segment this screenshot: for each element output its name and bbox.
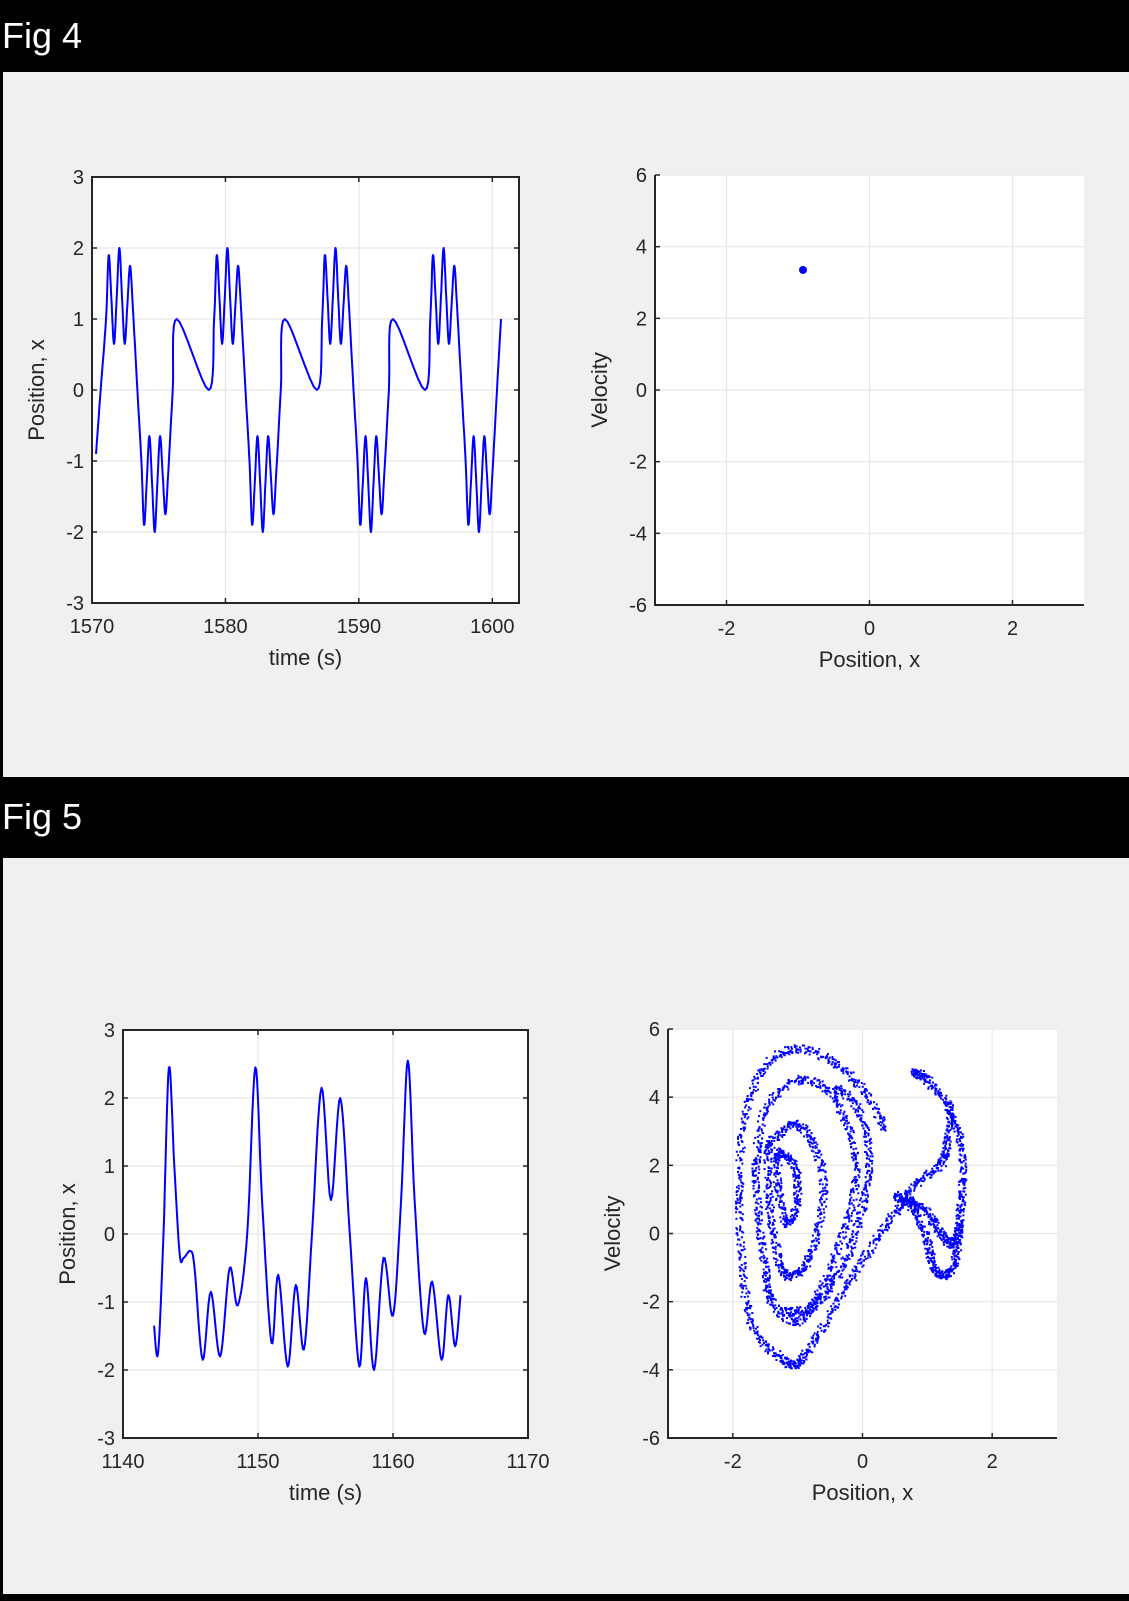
y-tick-label: -4 (642, 1360, 660, 1382)
y-axis-label: Position, x (55, 1183, 80, 1285)
y-tick-label: -2 (97, 1360, 115, 1382)
data-point (799, 265, 808, 274)
y-tick-label: 3 (104, 1020, 115, 1042)
y-tick-label: 6 (649, 1019, 660, 1041)
figure-5-timeseries-plot: 1140 1150 1160 1170 -3 -2 -1 0 1 2 3 time (s) Positi… (55, 1020, 550, 1505)
y-tick-label: 4 (636, 237, 647, 259)
y-axis-label: Velocity (600, 1196, 625, 1272)
x-axis-label: time (s) (269, 645, 342, 670)
y-tick-label: -4 (629, 523, 647, 545)
x-axis-label: time (s) (289, 1480, 362, 1505)
figure-4-header: Fig 4 (0, 0, 1129, 72)
y-tick-label: -1 (97, 1292, 115, 1314)
y-tick-label: 1 (104, 1156, 115, 1178)
x-tick-label: 1140 (101, 1451, 144, 1473)
figure-4-canvas: 1570 1580 1590 1600 -3 -2 -1 0 1 2 3 time (s) Positi… (24, 165, 1084, 672)
y-axis-label: Velocity (587, 352, 612, 428)
y-tick-label: 6 (636, 165, 647, 187)
x-tick-label: 0 (864, 618, 875, 640)
y-tick-label: -2 (629, 452, 647, 474)
x-tick-label: 2 (987, 1451, 998, 1473)
x-tick-label: 2 (1007, 618, 1018, 640)
x-tick-label: -2 (718, 618, 736, 640)
scatter-points (734, 1044, 968, 1370)
x-tick-label: 0 (857, 1451, 868, 1473)
x-tick-label: 1160 (371, 1451, 414, 1473)
data-line (153, 1059, 462, 1371)
figure-4-panel: 1570 1580 1590 1600 -3 -2 -1 0 1 2 3 time (s) Positi… (3, 72, 1129, 777)
x-tick-label: 1580 (203, 616, 248, 638)
y-tick-label: 3 (73, 167, 84, 189)
y-tick-label: -6 (642, 1428, 660, 1450)
figure-5-title: Fig 5 (2, 796, 83, 837)
y-tick-label: 0 (649, 1224, 660, 1246)
y-tick-label: 2 (636, 308, 647, 330)
y-axis-label: Position, x (24, 339, 49, 441)
figure-5-panel: 1140 1150 1160 1170 -3 -2 -1 0 1 2 3 time (s) Positi… (3, 858, 1129, 1594)
figure-5-header: Fig 5 (0, 777, 1129, 858)
y-tick-label: 2 (104, 1088, 115, 1110)
x-tick-label: 1570 (70, 616, 115, 638)
y-tick-label: 2 (73, 238, 84, 260)
x-axis-label: Position, x (812, 1480, 914, 1505)
y-tick-label: -6 (629, 595, 647, 617)
y-tick-label: 0 (73, 380, 84, 402)
x-tick-label: 1170 (506, 1451, 549, 1473)
x-tick-label: 1600 (470, 616, 515, 638)
y-tick-label: -3 (97, 1428, 115, 1450)
y-tick-label: -1 (66, 451, 84, 473)
x-tick-label: 1150 (236, 1451, 279, 1473)
y-tick-label: 1 (73, 309, 84, 331)
y-tick-label: -2 (642, 1292, 660, 1314)
y-tick-label: -3 (66, 593, 84, 615)
figure-4-phase-plot: -2 0 2 -6 -4 -2 0 2 4 6 Position, x Velocity (587, 165, 1084, 672)
data-line (95, 247, 502, 533)
figure-4-title: Fig 4 (2, 15, 83, 56)
y-tick-label: 0 (636, 380, 647, 402)
figure-4-timeseries-plot: 1570 1580 1590 1600 -3 -2 -1 0 1 2 3 time (s) Positi… (24, 167, 520, 670)
y-tick-label: -2 (66, 522, 84, 544)
figure-5-poincare-plot: -2 0 2 -6 -4 -2 0 2 4 6 Position, x Velocity (600, 1019, 1057, 1505)
figure-5-canvas: 1140 1150 1160 1170 -3 -2 -1 0 1 2 3 time (s) Positi… (55, 1019, 1057, 1505)
y-tick-label: 0 (104, 1224, 115, 1246)
x-tick-label: 1590 (337, 616, 382, 638)
x-tick-label: -2 (724, 1451, 742, 1473)
y-tick-label: 4 (649, 1087, 660, 1109)
x-axis-label: Position, x (819, 647, 921, 672)
y-tick-label: 2 (649, 1155, 660, 1177)
